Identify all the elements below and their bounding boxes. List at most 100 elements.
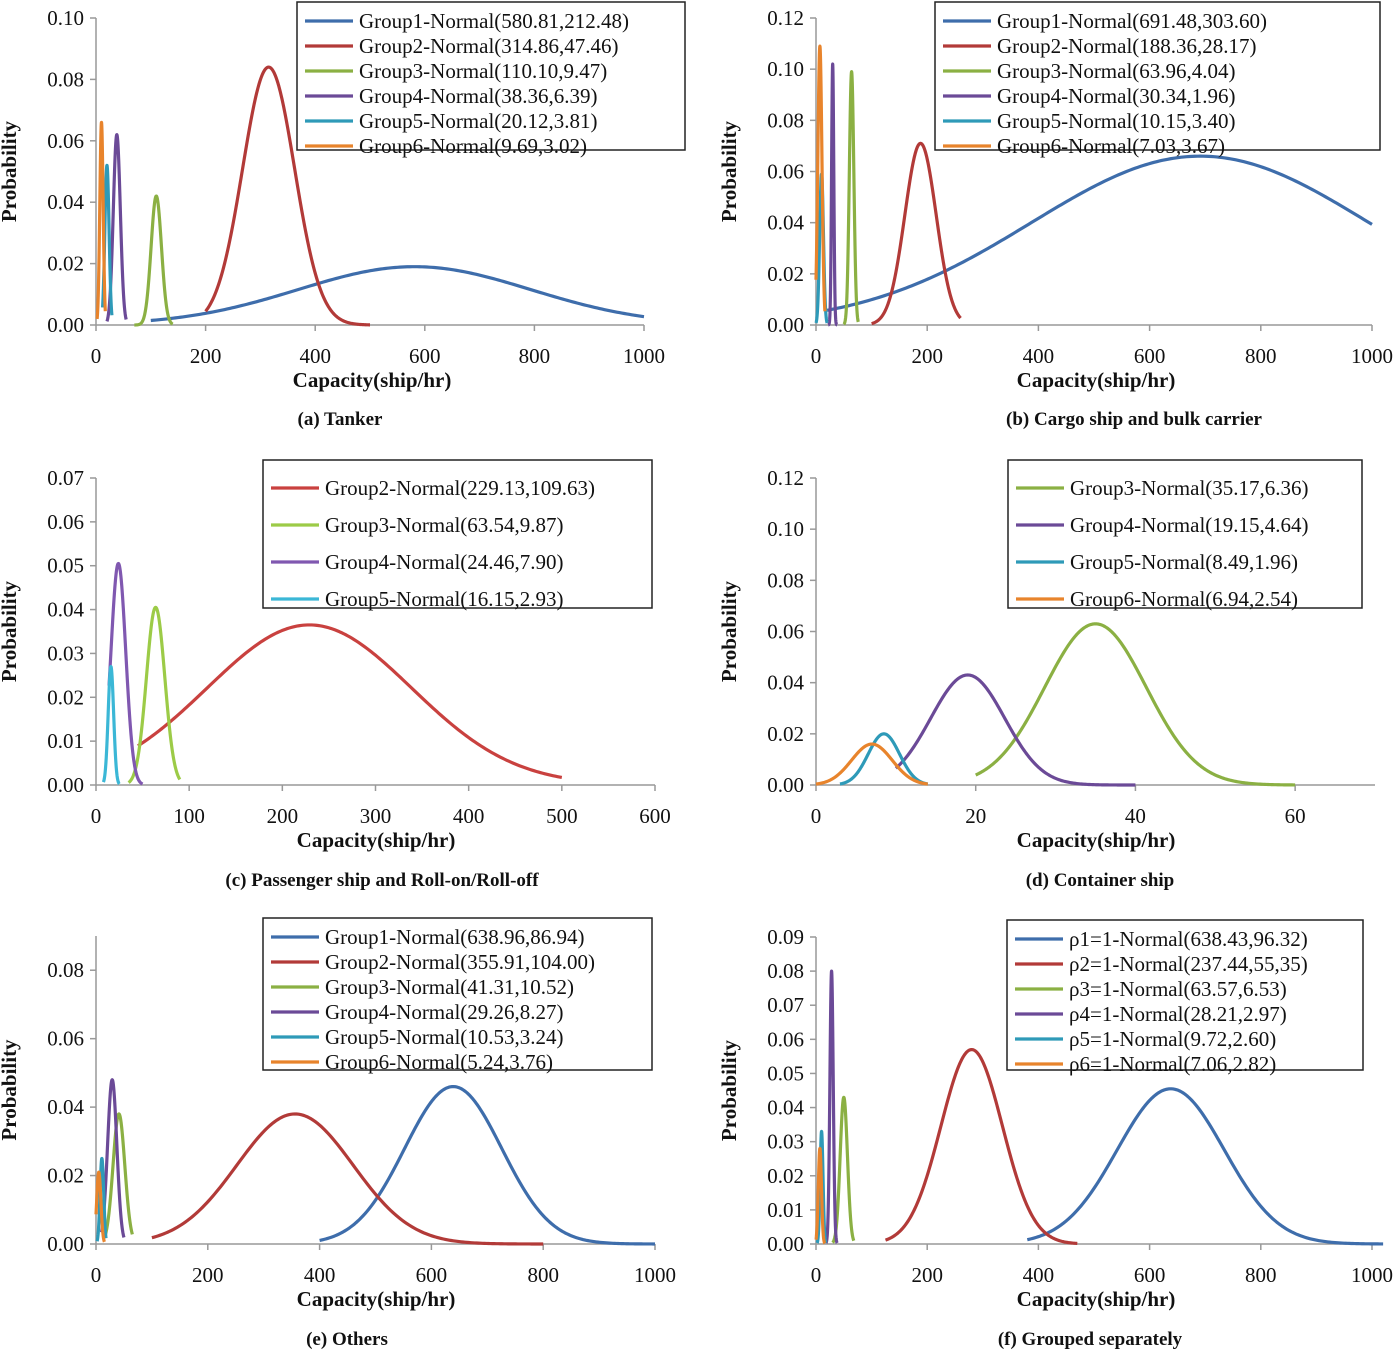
legend-box xyxy=(934,1,1381,151)
series-line xyxy=(838,732,929,786)
series-line xyxy=(1026,1087,1384,1246)
legend-box xyxy=(262,459,653,609)
y-axis-label: Probability xyxy=(0,1039,21,1141)
series-line xyxy=(842,70,860,326)
x-tick-label: 400 xyxy=(1023,344,1055,368)
legend-entry: Group1-Normal(638.96,86.94) xyxy=(325,925,585,949)
y-tick-label: 0.06 xyxy=(47,1027,84,1051)
x-tick-label: 600 xyxy=(1134,1263,1166,1287)
series-line xyxy=(100,1078,126,1239)
x-tick-label: 800 xyxy=(1245,344,1277,368)
legend-entry: Group1-Normal(580.81,212.48) xyxy=(359,9,629,33)
y-tick-label: 0.02 xyxy=(47,685,84,709)
x-tick-label: 1000 xyxy=(634,1263,676,1287)
series-line xyxy=(132,194,175,327)
y-tick-label: 0.06 xyxy=(47,129,84,153)
x-tick-label: 400 xyxy=(299,344,331,368)
y-tick-label: 0.10 xyxy=(47,6,84,30)
legend: ρ1=1-Normal(638.43,96.32)ρ2=1-Normal(237… xyxy=(1006,919,1364,1076)
x-tick-label: 300 xyxy=(360,804,392,828)
x-tick-label: 0 xyxy=(91,1263,102,1287)
x-tick-label: 800 xyxy=(527,1263,559,1287)
x-tick-label: 60 xyxy=(1285,804,1306,828)
y-tick-label: 0.04 xyxy=(47,190,84,214)
y-tick-label: 0.08 xyxy=(767,108,804,132)
legend: Group1-Normal(580.81,212.48)Group2-Norma… xyxy=(296,1,686,158)
y-tick-label: 0.06 xyxy=(767,620,804,644)
legend-entry: Group2-Normal(229.13,109.63) xyxy=(325,476,595,500)
panel-caption: (e) Others xyxy=(306,1329,388,1350)
panel-b: 0.00 0.02 0.04 0.06 0.08 0.10 0.12 0 200 400 600 80… xyxy=(717,1,1393,430)
y-tick-label: 0.03 xyxy=(47,641,84,665)
legend: Group3-Normal(35.17,6.36) Group4-Normal(1… xyxy=(1007,459,1363,611)
y-tick-label: 0.04 xyxy=(767,1096,804,1120)
legend-box xyxy=(262,917,653,1071)
y-tick-label: 0.03 xyxy=(767,1130,804,1154)
y-tick-label: 0.12 xyxy=(767,466,804,490)
legend: Group2-Normal(229.13,109.63) Group3-Norma… xyxy=(262,459,653,611)
panel-caption: (c) Passenger ship and Roll-on/Roll-off xyxy=(225,870,539,891)
y-tick-label: 0.05 xyxy=(767,1061,804,1085)
series-line xyxy=(127,605,182,785)
x-tick-label: 1000 xyxy=(1351,344,1393,368)
legend-entry: Group4-Normal(19.15,4.64) xyxy=(1070,513,1309,537)
x-axis-label: Capacity(ship/hr) xyxy=(297,828,456,852)
legend-entry: Group5-Normal(16.15,2.93) xyxy=(325,587,564,611)
legend-entry: Group4-Normal(30.34,1.96) xyxy=(997,84,1236,108)
x-tick-label: 200 xyxy=(190,344,222,368)
y-tick-label: 0.05 xyxy=(47,554,84,578)
y-tick-label: 0.08 xyxy=(47,67,84,91)
legend-entry: Group4-Normal(29.26,8.27) xyxy=(325,1000,564,1024)
y-tick-label: 0.06 xyxy=(767,160,804,184)
x-tick-label: 600 xyxy=(639,804,671,828)
x-tick-label: 1000 xyxy=(623,344,665,368)
series-line xyxy=(894,673,1136,787)
legend-entry: Group3-Normal(110.10,9.47) xyxy=(359,59,607,83)
y-axis-label: Probability xyxy=(717,1039,741,1141)
series-line xyxy=(101,664,121,786)
x-tick-label: 0 xyxy=(811,804,822,828)
legend-entry: Group2-Normal(314.86,47.46) xyxy=(359,34,619,58)
series-line xyxy=(870,141,962,326)
y-axis-label: Probability xyxy=(0,580,21,682)
panel-caption: (f) Grouped separately xyxy=(998,1329,1183,1350)
y-tick-label: 0.10 xyxy=(767,517,804,541)
legend-entry: Group2-Normal(355.91,104.00) xyxy=(325,950,595,974)
y-tick-label: 0.04 xyxy=(767,211,804,235)
x-tick-label: 400 xyxy=(453,804,485,828)
series-line xyxy=(94,1170,106,1244)
x-tick-label: 800 xyxy=(519,344,551,368)
series-line xyxy=(150,265,645,323)
series-line xyxy=(137,623,563,780)
y-tick-label: 0.02 xyxy=(767,262,804,286)
y-tick-label: 0.00 xyxy=(767,1232,804,1256)
x-tick-label: 400 xyxy=(304,1263,336,1287)
y-tick-label: 0.00 xyxy=(47,313,84,337)
x-tick-label: 200 xyxy=(267,804,299,828)
legend-entry: ρ1=1-Normal(638.43,96.32) xyxy=(1069,927,1308,951)
y-axis-label: Probability xyxy=(0,120,21,222)
x-tick-label: 40 xyxy=(1125,804,1146,828)
x-tick-label: 200 xyxy=(911,1263,943,1287)
legend-entry: Group1-Normal(691.48,303.60) xyxy=(997,9,1267,33)
y-tick-label: 0.10 xyxy=(767,57,804,81)
panel-caption: (a) Tanker xyxy=(298,409,384,430)
x-axis-label: Capacity(ship/hr) xyxy=(297,1287,456,1311)
legend-entry: ρ6=1-Normal(7.06,2.82) xyxy=(1069,1052,1276,1076)
y-tick-label: 0.07 xyxy=(47,466,84,490)
x-tick-label: 400 xyxy=(1023,1263,1055,1287)
legend-entry: Group5-Normal(8.49,1.96) xyxy=(1070,550,1298,574)
legend-entry: Group6-Normal(5.24,3.76) xyxy=(325,1050,553,1074)
legend-entry: Group4-Normal(24.46,7.90) xyxy=(325,550,564,574)
x-tick-label: 600 xyxy=(416,1263,448,1287)
legend-entry: Group3-Normal(63.54,9.87) xyxy=(325,513,564,537)
x-axis-label: Capacity(ship/hr) xyxy=(1017,828,1176,852)
series-line xyxy=(826,154,1373,312)
series-line xyxy=(975,622,1296,787)
legend-entry: ρ2=1-Normal(237.44,55,35) xyxy=(1069,952,1308,976)
series-line xyxy=(319,1084,655,1246)
legend-entry: Group6-Normal(6.94,2.54) xyxy=(1070,587,1298,611)
y-tick-label: 0.02 xyxy=(47,1164,84,1188)
panel-d: 0.00 0.02 0.04 0.06 0.08 0.10 0.12 0 20 40 60 Capac… xyxy=(717,459,1375,891)
legend-entry: Group3-Normal(63.96,4.04) xyxy=(997,59,1236,83)
